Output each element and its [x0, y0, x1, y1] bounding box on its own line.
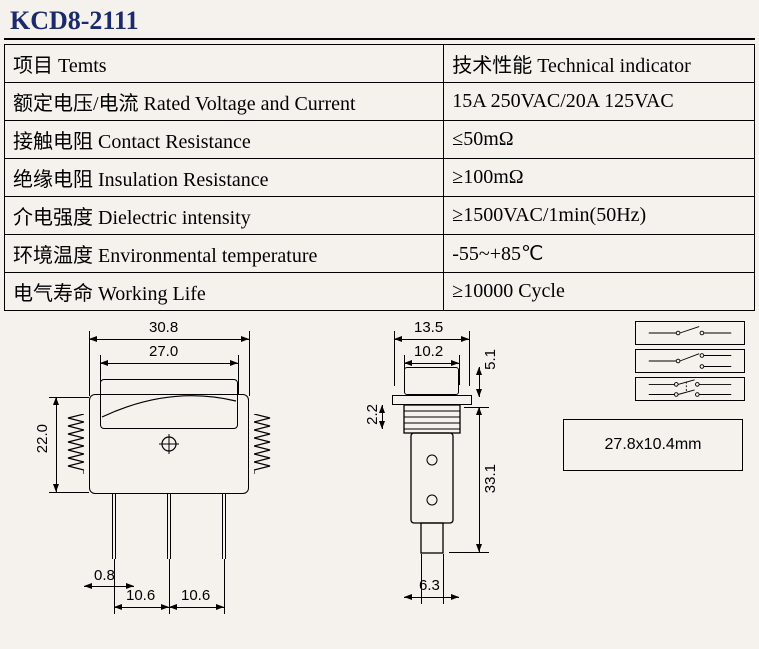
dim-arrow — [479, 367, 480, 397]
dim-side-wouter: 13.5 — [414, 319, 443, 336]
symbol-spst — [635, 321, 745, 345]
dim-front-winner: 27.0 — [149, 343, 178, 360]
pin — [112, 494, 116, 559]
dim-pitch-r: 10.6 — [181, 587, 210, 604]
model-title: KCD8-2111 — [0, 0, 759, 38]
cell-left: 绝缘电阻 Insulation Resistance — [5, 159, 444, 197]
pin — [222, 494, 226, 559]
ext-line — [464, 407, 489, 408]
dim-front-wouter: 30.8 — [149, 319, 178, 336]
cell-left: 电气寿命 Working Life — [5, 273, 444, 311]
hdr-left: 项目 Temts — [5, 45, 444, 83]
dim-arrow — [56, 397, 57, 492]
cell-right: 15A 250VAC/20A 125VAC — [444, 83, 755, 121]
ext-line — [394, 331, 395, 386]
side-body — [399, 405, 465, 555]
dim-arrow — [382, 405, 383, 429]
dim-side-winner: 10.2 — [414, 343, 443, 360]
clip-left — [66, 414, 84, 474]
cell-right: ≥10000 Cycle — [444, 273, 755, 311]
ext-line — [443, 554, 444, 604]
cell-left: 环境温度 Environmental temperature — [5, 235, 444, 273]
cell-left: 接触电阻 Contact Resistance — [5, 121, 444, 159]
table-row: 额定电压/电流 Rated Voltage and Current 15A 25… — [5, 83, 755, 121]
dim-pitch-l: 10.6 — [126, 587, 155, 604]
ext-line — [238, 355, 239, 395]
hdr-right: 技术性能 Technical indicator — [444, 45, 755, 83]
cell-left: 介电强度 Dielectric intensity — [5, 197, 444, 235]
dim-arrow — [100, 363, 238, 364]
title-underline — [4, 38, 755, 40]
dim-arrow — [404, 363, 459, 364]
symbol-spdt — [635, 349, 745, 373]
cell-left: 额定电压/电流 Rated Voltage and Current — [5, 83, 444, 121]
table-header-row: 项目 Temts 技术性能 Technical indicator — [5, 45, 755, 83]
ext-line — [459, 355, 460, 385]
ext-line — [249, 331, 250, 396]
table-row: 环境温度 Environmental temperature -55~+85℃ — [5, 235, 755, 273]
side-cap — [404, 367, 459, 395]
center-mark — [159, 434, 179, 454]
spec-table: 项目 Temts 技术性能 Technical indicator 额定电压/电… — [4, 44, 755, 311]
cell-right: ≥100mΩ — [444, 159, 755, 197]
dim-arrow — [479, 407, 480, 552]
rocker-surface — [100, 379, 238, 429]
ext-line — [114, 559, 115, 614]
dim-arrow — [394, 339, 469, 340]
dim-arrow — [114, 607, 169, 608]
cell-right: ≥1500VAC/1min(50Hz) — [444, 197, 755, 235]
dim-front-h: 22.0 — [34, 424, 51, 453]
cutout-box: 27.8x10.4mm — [563, 419, 743, 471]
symbol-dpst — [635, 377, 745, 401]
table-row: 绝缘电阻 Insulation Resistance ≥100mΩ — [5, 159, 755, 197]
clip-right — [254, 414, 272, 474]
dim-pin-thick: 0.8 — [94, 567, 115, 584]
ext-line — [449, 552, 489, 553]
cell-right: -55~+85℃ — [444, 235, 755, 273]
table-row: 接触电阻 Contact Resistance ≤50mΩ — [5, 121, 755, 159]
ext-line — [89, 331, 90, 396]
dim-side-top: 5.1 — [482, 349, 499, 370]
ext-line — [49, 492, 89, 493]
ext-line — [224, 559, 225, 614]
table-row: 电气寿命 Working Life ≥10000 Cycle — [5, 273, 755, 311]
ext-line — [421, 554, 422, 604]
pin — [167, 494, 171, 559]
dim-side-body: 33.1 — [482, 464, 499, 493]
dim-arrow — [404, 597, 459, 598]
ext-line — [49, 397, 89, 398]
cell-right: ≤50mΩ — [444, 121, 755, 159]
dim-arrow — [169, 607, 224, 608]
dim-arrow — [89, 339, 249, 340]
drawing-area: 30.8 27.0 22.0 0.8 10.6 10.6 — [4, 319, 755, 649]
dim-side-pin: 6.3 — [419, 577, 440, 594]
table-row: 介电强度 Dielectric intensity ≥1500VAC/1min(… — [5, 197, 755, 235]
cutout-text: 27.8x10.4mm — [605, 436, 702, 454]
side-flange — [392, 395, 472, 405]
ext-line — [469, 331, 470, 386]
